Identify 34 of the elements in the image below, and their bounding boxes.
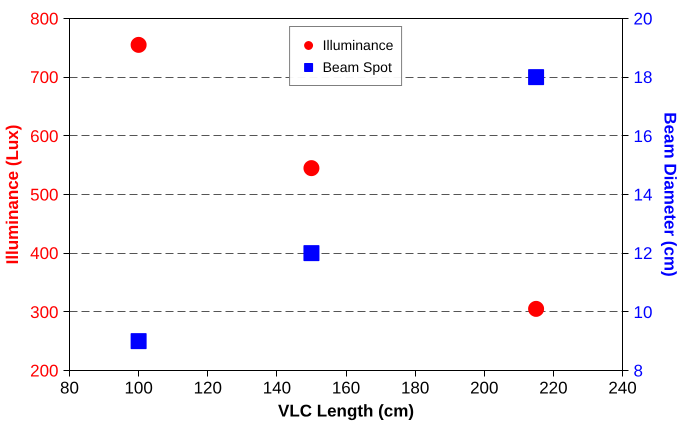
x-axis-title: VLC Length (cm) [278, 402, 414, 420]
y-axis-title: Illuminance (Lux) [3, 124, 22, 264]
x-tick-label: 160 [332, 378, 360, 398]
x-tick-label: 220 [539, 378, 568, 398]
y-tick-label: 400 [30, 244, 59, 264]
y2-tick-label: 18 [634, 68, 652, 88]
point [528, 300, 544, 317]
x-tick-label: 200 [470, 378, 498, 398]
y2-tick-label: 16 [634, 126, 652, 146]
y-tick-label: 500 [30, 186, 59, 204]
y-tick-label: 200 [30, 362, 59, 380]
y2-tick-label: 12 [634, 244, 652, 264]
y-tick-label: 300 [30, 302, 59, 322]
y2-tick-label: 10 [634, 302, 652, 322]
y-tick-label: 800 [30, 10, 59, 28]
legend-label: Beam Spot [322, 59, 392, 75]
point [130, 333, 147, 350]
x-tick-label: 120 [194, 378, 222, 398]
point [130, 36, 147, 53]
y2-axis-title: Beam Diameter (cm) [660, 112, 680, 277]
point [528, 69, 544, 86]
x-tick-label: 140 [262, 378, 292, 398]
x-tick-label: 100 [124, 378, 153, 398]
point [303, 160, 320, 176]
legend-label: Illuminance [322, 37, 394, 53]
x-tick-label: 80 [60, 378, 79, 398]
y-tick-label: 600 [30, 126, 59, 146]
y-tick-label: 700 [30, 68, 59, 88]
x-tick-label: 180 [400, 378, 430, 398]
y2-tick-label: 14 [634, 186, 652, 204]
y2-tick-label: 8 [634, 362, 643, 380]
point [303, 245, 320, 262]
y2-tick-label: 20 [634, 10, 652, 28]
x-tick-label: 240 [608, 378, 637, 398]
